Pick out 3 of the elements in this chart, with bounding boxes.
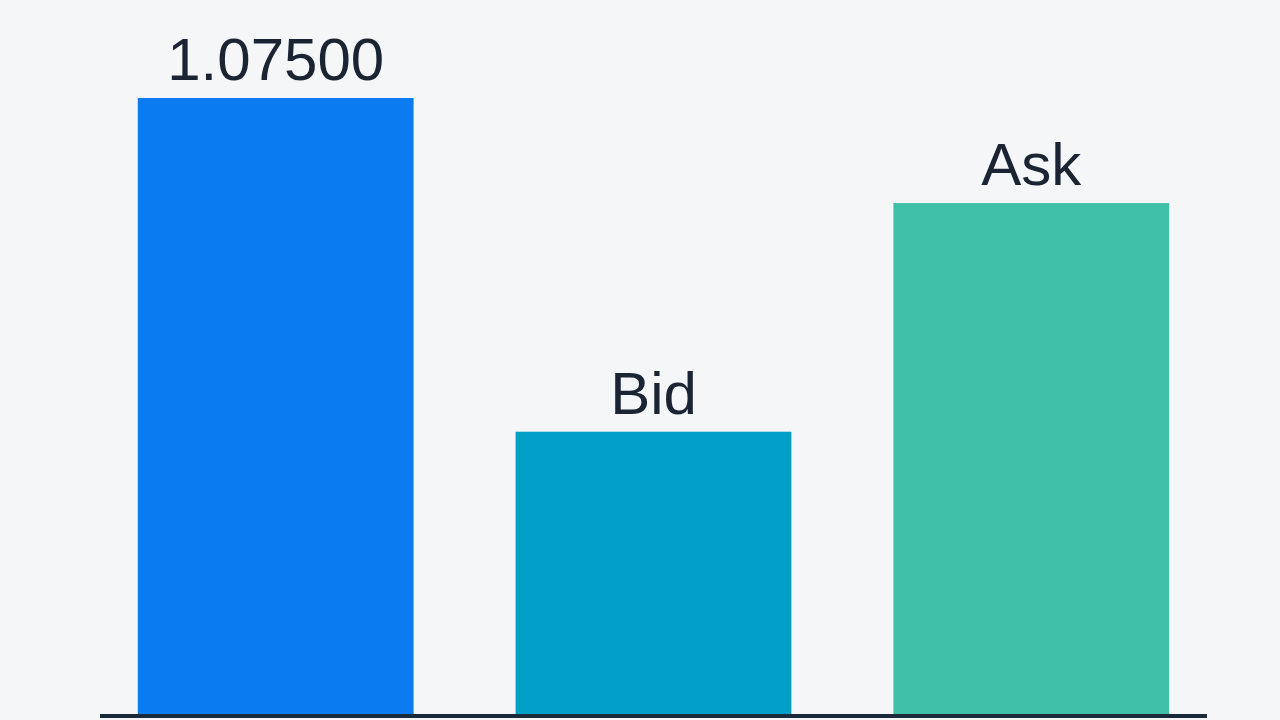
x-tick-label: 1.07500 <box>167 26 385 93</box>
x-tick-label: Bid <box>610 359 697 427</box>
x-tick-label: Ask <box>981 131 1083 199</box>
